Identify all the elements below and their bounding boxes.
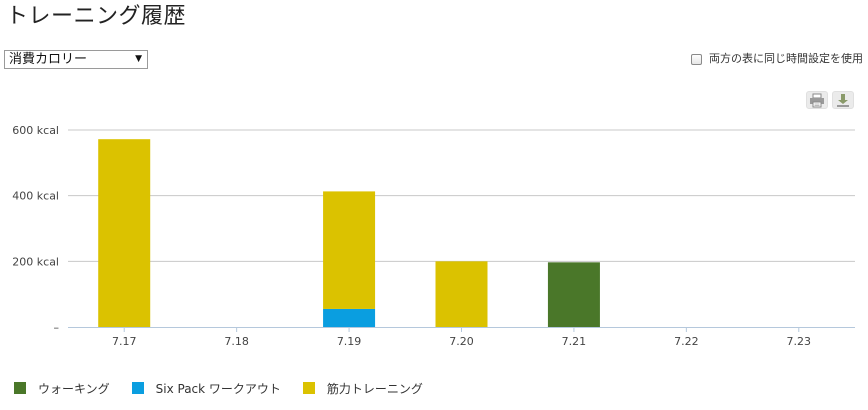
calorie-chart: – 200 kcal 400 kcal 600 kcal 7.17 7.18 7.19 7.2… (12, 124, 855, 348)
metric-select[interactable]: 消費カロリー ▼ (4, 50, 148, 69)
y-tick-label: – (54, 321, 60, 334)
x-tick-label: 7.20 (449, 335, 474, 348)
sync-time-checkbox[interactable] (691, 53, 702, 65)
legend-swatch (14, 382, 26, 394)
metric-select-value: 消費カロリー (9, 52, 88, 67)
sync-time-label: 両方の表に同じ時間設定を使用 (709, 52, 863, 65)
printer-icon (810, 93, 824, 108)
x-tick-label: 7.17 (112, 335, 137, 348)
legend-label: ウォーキング (38, 381, 110, 396)
y-tick-label: 200 kcal (12, 255, 59, 268)
bar-strength-7.19[interactable] (323, 191, 376, 309)
x-tick-label: 7.22 (674, 335, 699, 348)
download-icon (837, 94, 849, 107)
legend-item-strength[interactable]: 筋力トレーニング (302, 380, 423, 397)
chart-legend: ウォーキング Six Pack ワークアウト 筋力トレーニング (14, 380, 445, 396)
y-tick-label: 600 kcal (12, 124, 59, 137)
sync-time-option[interactable]: 両方の表に同じ時間設定を使用 (691, 51, 863, 67)
bar-strength-7.20[interactable] (435, 261, 488, 327)
legend-item-sixpack[interactable]: Six Pack ワークアウト (131, 380, 281, 397)
page-title: トレーニング履歴 (6, 4, 187, 29)
legend-swatch (131, 382, 144, 394)
download-button[interactable] (832, 91, 854, 109)
bar-strength-7.17[interactable] (98, 139, 151, 327)
legend-item-walking[interactable]: ウォーキング (14, 380, 110, 397)
legend-label: 筋力トレーニング (326, 381, 423, 396)
y-tick-label: 400 kcal (12, 190, 59, 203)
dropdown-arrow-icon: ▼ (135, 54, 142, 64)
legend-label: Six Pack ワークアウト (155, 381, 281, 396)
bar-sixpack-7.19[interactable] (323, 308, 376, 327)
x-tick-label: 7.23 (787, 335, 812, 348)
x-tick-label: 7.19 (337, 335, 362, 348)
x-tick-label: 7.18 (224, 335, 249, 348)
legend-swatch (302, 382, 315, 394)
bar-walking-7.21[interactable] (547, 262, 600, 327)
x-tick-label: 7.21 (562, 335, 587, 348)
print-button[interactable] (806, 91, 828, 109)
